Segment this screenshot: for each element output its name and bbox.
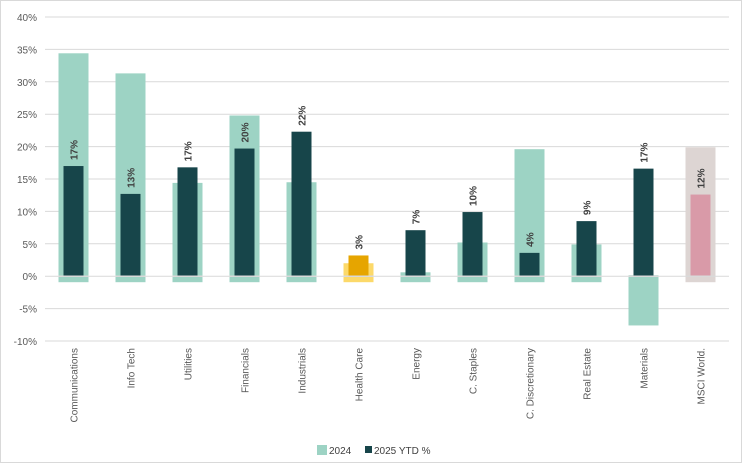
- bar-2025-ytd: [462, 212, 483, 277]
- x-tick-label: Real Estate: [583, 348, 594, 400]
- x-tick-label: Utilities: [184, 348, 195, 380]
- x-tick-label: MSCI World.: [697, 348, 708, 405]
- data-label: 9%: [583, 201, 594, 216]
- x-tick-label: Materials: [640, 348, 651, 389]
- x-tick-label: C. Discretionary: [526, 348, 537, 419]
- bar-2025-ytd: [291, 131, 312, 277]
- legend-swatch-2025: [365, 446, 372, 453]
- bar-2025-ytd: [348, 255, 369, 277]
- data-label: 20%: [241, 122, 252, 142]
- bar-2025-ytd: [405, 230, 426, 277]
- data-label: 17%: [184, 141, 195, 161]
- y-tick-label: 15%: [17, 175, 37, 186]
- y-tick-label: 0%: [23, 272, 38, 283]
- bar-2025-ytd: [63, 166, 84, 277]
- legend: 2024 2025 YTD %: [317, 445, 431, 457]
- bar-2025-ytd: [120, 193, 141, 277]
- bar-2025-ytd: [177, 167, 198, 277]
- data-label: 13%: [127, 168, 138, 188]
- data-label: 10%: [469, 186, 480, 206]
- y-tick-label: 20%: [17, 143, 37, 154]
- data-label: 17%: [640, 143, 651, 163]
- data-label: 3%: [355, 235, 366, 250]
- x-tick-label: Health Care: [355, 348, 366, 402]
- data-label: 22%: [298, 106, 309, 126]
- y-tick-label: 25%: [17, 110, 37, 121]
- y-tick-label: 35%: [17, 45, 37, 56]
- y-tick-label: -5%: [19, 305, 37, 316]
- bar-2024: [400, 272, 431, 283]
- bar-2025-ytd: [633, 168, 654, 277]
- y-tick-label: 40%: [17, 13, 37, 24]
- y-tick-label: 10%: [17, 207, 37, 218]
- bar-2025-ytd: [690, 194, 711, 277]
- y-tick-label: 5%: [23, 240, 38, 251]
- bar-2025-ytd: [576, 221, 597, 277]
- x-tick-label: C. Staples: [469, 348, 480, 394]
- legend-label-2024: 2024: [329, 446, 352, 457]
- bar-2025-ytd: [234, 148, 255, 277]
- x-tick-label: Industrials: [298, 348, 309, 394]
- y-tick-label: -10%: [14, 337, 37, 348]
- data-label: 12%: [697, 168, 708, 188]
- y-tick-label: 30%: [17, 78, 37, 89]
- data-label: 17%: [70, 140, 81, 160]
- data-label: 7%: [412, 210, 423, 225]
- x-tick-label: Communications: [70, 348, 81, 422]
- legend-swatch-2024: [317, 445, 327, 455]
- x-tick-label: Energy: [412, 348, 423, 380]
- bar-2024: [628, 275, 659, 326]
- x-tick-label: Financials: [241, 348, 252, 393]
- x-tick-label: Info Tech: [127, 348, 138, 388]
- legend-label-2025: 2025 YTD %: [374, 446, 431, 457]
- data-label: 4%: [526, 232, 537, 247]
- bar-2025-ytd: [519, 252, 540, 277]
